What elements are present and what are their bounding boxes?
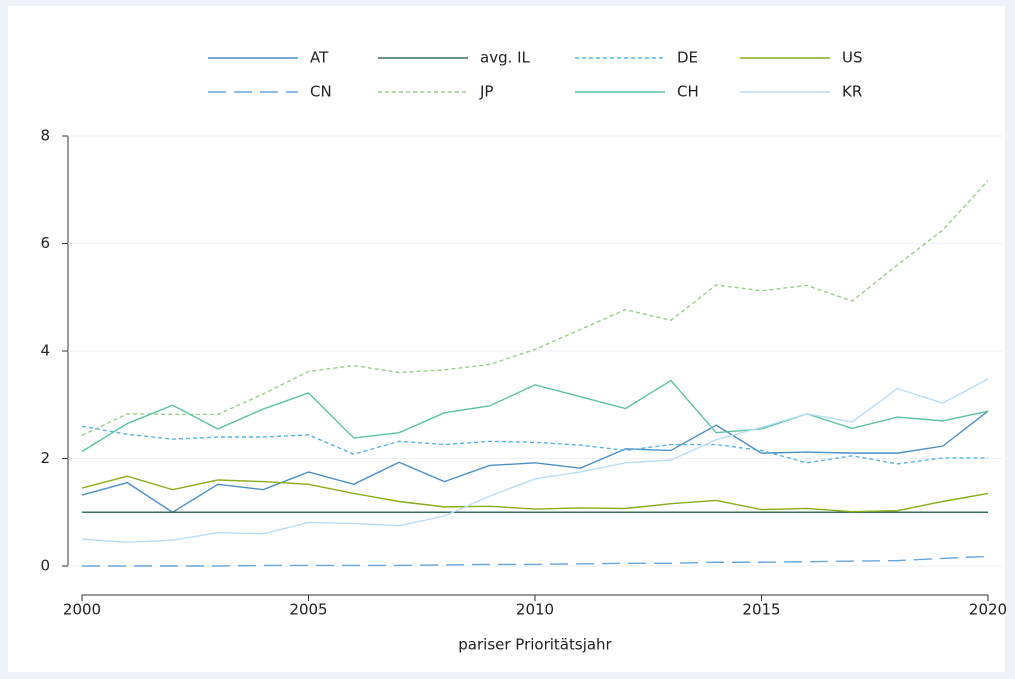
x-tick-label: 2015 [742, 601, 780, 619]
panel [8, 6, 1005, 672]
legend-label: US [842, 49, 863, 67]
legend-label: KR [842, 83, 862, 101]
y-tick-label: 4 [40, 342, 50, 360]
x-axis-label: pariser Prioritätsjahr [458, 636, 612, 654]
y-tick-label: 0 [40, 557, 50, 575]
series-line [81, 180, 989, 437]
legend-label: CH [677, 83, 699, 101]
x-tick-label: 2000 [63, 601, 101, 619]
x-tick-label: 2010 [516, 601, 554, 619]
legend-label: JP [479, 83, 493, 101]
legend-label: AT [310, 49, 329, 67]
y-tick-label: 2 [40, 449, 50, 467]
series-line [81, 379, 989, 453]
x-tick-label: 2020 [969, 601, 1007, 619]
series-line [82, 555, 989, 567]
legend-label: DE [677, 49, 698, 67]
series-line [81, 378, 989, 544]
series-line [81, 410, 989, 514]
series-line [81, 475, 989, 513]
legend-label: CN [310, 83, 332, 101]
y-tick-label: 8 [40, 127, 50, 145]
y-tick-label: 6 [40, 234, 50, 252]
x-tick-label: 2005 [289, 601, 327, 619]
series-line [81, 425, 988, 465]
legend-label: avg. IL [480, 49, 531, 67]
